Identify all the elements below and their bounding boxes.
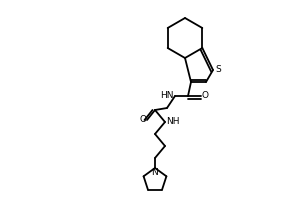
Text: N: N <box>152 168 158 177</box>
Text: S: S <box>215 66 221 74</box>
Text: O: O <box>139 116 146 124</box>
Text: O: O <box>202 92 209 100</box>
Text: NH: NH <box>166 117 179 127</box>
Text: HN: HN <box>160 92 174 100</box>
